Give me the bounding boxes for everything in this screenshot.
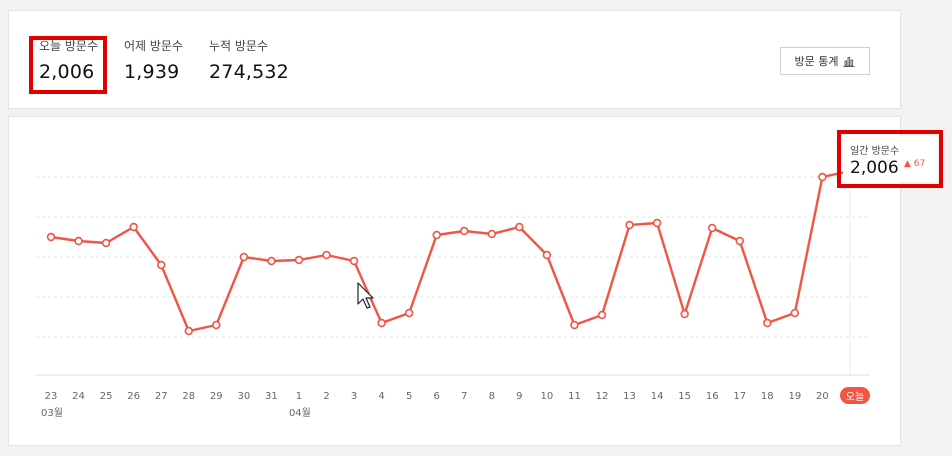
line-layer: [50, 169, 851, 333]
data-point[interactable]: [460, 226, 469, 236]
data-point[interactable]: [212, 320, 221, 330]
daily-visits-value: 2,006: [850, 158, 899, 178]
point-layer: [46, 166, 855, 336]
data-point[interactable]: [377, 318, 386, 328]
up-arrow-icon: ▲: [904, 159, 911, 169]
data-point[interactable]: [432, 230, 441, 240]
x-tick-label: 25: [100, 391, 113, 402]
data-point[interactable]: [515, 222, 524, 232]
x-tick-label: 4: [378, 391, 384, 402]
x-tick-label: 29: [210, 391, 223, 402]
x-tick-label: 3: [351, 391, 357, 402]
data-point[interactable]: [101, 238, 111, 248]
x-tick-label: 16: [706, 391, 719, 402]
x-tick-label: 2: [323, 391, 329, 402]
data-point[interactable]: [735, 236, 744, 246]
data-point[interactable]: [239, 252, 249, 262]
daily-visits-box: 일간 방문수 2,006 ▲ 67: [843, 136, 937, 182]
visit-stats-button[interactable]: 방문 통계: [780, 47, 870, 75]
visit-stats-button-label: 방문 통계: [794, 55, 839, 68]
x-tick-label: 24: [72, 391, 85, 402]
data-point[interactable]: [46, 232, 56, 242]
x-tick-label: 9: [516, 391, 522, 402]
x-tick-label: 15: [678, 391, 691, 402]
data-point[interactable]: [570, 320, 579, 330]
data-point[interactable]: [404, 308, 414, 318]
x-tick-label: 17: [733, 391, 746, 402]
stat-yesterday-label: 어제 방문수: [124, 39, 184, 53]
data-point[interactable]: [625, 220, 634, 230]
x-tick-label: 6: [434, 391, 440, 402]
x-tick-label: 18: [761, 391, 774, 402]
x-tick-label: 13: [623, 391, 636, 402]
data-point[interactable]: [763, 318, 772, 328]
data-point[interactable]: [294, 255, 304, 265]
x-tick-label: 1: [296, 391, 302, 402]
x-tick-label: 26: [127, 391, 140, 402]
daily-visits-delta-value: 67: [913, 159, 926, 169]
x-tick-label: 19: [788, 391, 801, 402]
x-tick-label: 27: [155, 391, 168, 402]
x-tick-label: 30: [237, 391, 250, 402]
x-tick-label: 14: [651, 391, 664, 402]
stat-yesterday-value: 1,939: [124, 61, 180, 83]
month-label: 04월: [289, 407, 311, 419]
stat-today-value: 2,006: [39, 61, 95, 83]
data-point[interactable]: [322, 250, 331, 260]
data-point[interactable]: [680, 309, 689, 319]
data-point[interactable]: [597, 310, 607, 320]
x-tick-label: 28: [182, 391, 195, 402]
bar-chart-icon: [843, 56, 855, 67]
x-tick-label: 11: [568, 391, 581, 402]
x-tick-label: 7: [461, 391, 467, 402]
data-point[interactable]: [707, 223, 717, 233]
x-label-layer: 23 24 25 26 27 28 29 30 31 1 2 3 4 5 6 7 8 9 10 11 12 13 14 15 1…: [41, 391, 829, 419]
stat-total-value: 274,532: [209, 61, 289, 83]
data-point[interactable]: [157, 260, 166, 270]
today-pill: 오늘: [840, 387, 870, 404]
data-point[interactable]: [487, 229, 496, 239]
x-tick-label: 8: [489, 391, 495, 402]
data-point[interactable]: [542, 250, 552, 260]
x-tick-label: 12: [596, 391, 609, 402]
grid-layer: [36, 170, 870, 376]
month-label: 03월: [41, 407, 63, 419]
visit-stats-card: 오늘 방문수 2,006 어제 방문수 1,939 누적 방문수 274,532…: [8, 10, 901, 109]
mouse-cursor-icon: [357, 282, 374, 309]
daily-visits-delta: ▲ 67: [904, 159, 925, 169]
x-tick-label: 23: [45, 391, 58, 402]
series-line: [50, 169, 851, 333]
data-point[interactable]: [818, 172, 827, 182]
daily-visits-label: 일간 방문수: [850, 146, 900, 157]
data-point[interactable]: [129, 222, 138, 232]
x-tick-label: 31: [265, 391, 278, 402]
stat-total: 누적 방문수 274,532: [209, 37, 289, 83]
data-point[interactable]: [267, 256, 276, 266]
stat-today: 오늘 방문수 2,006: [39, 37, 98, 83]
data-point[interactable]: [74, 236, 83, 246]
data-point[interactable]: [349, 256, 359, 266]
data-point[interactable]: [790, 308, 800, 318]
data-point[interactable]: [652, 218, 662, 228]
stat-today-label: 오늘 방문수: [39, 39, 99, 53]
stat-yesterday: 어제 방문수 1,939: [124, 37, 183, 83]
x-tick-label: 20: [816, 391, 829, 402]
x-tick-label: 10: [541, 391, 554, 402]
data-point[interactable]: [184, 326, 193, 336]
x-tick-label: 5: [406, 391, 412, 402]
stat-total-label: 누적 방문수: [209, 39, 269, 53]
